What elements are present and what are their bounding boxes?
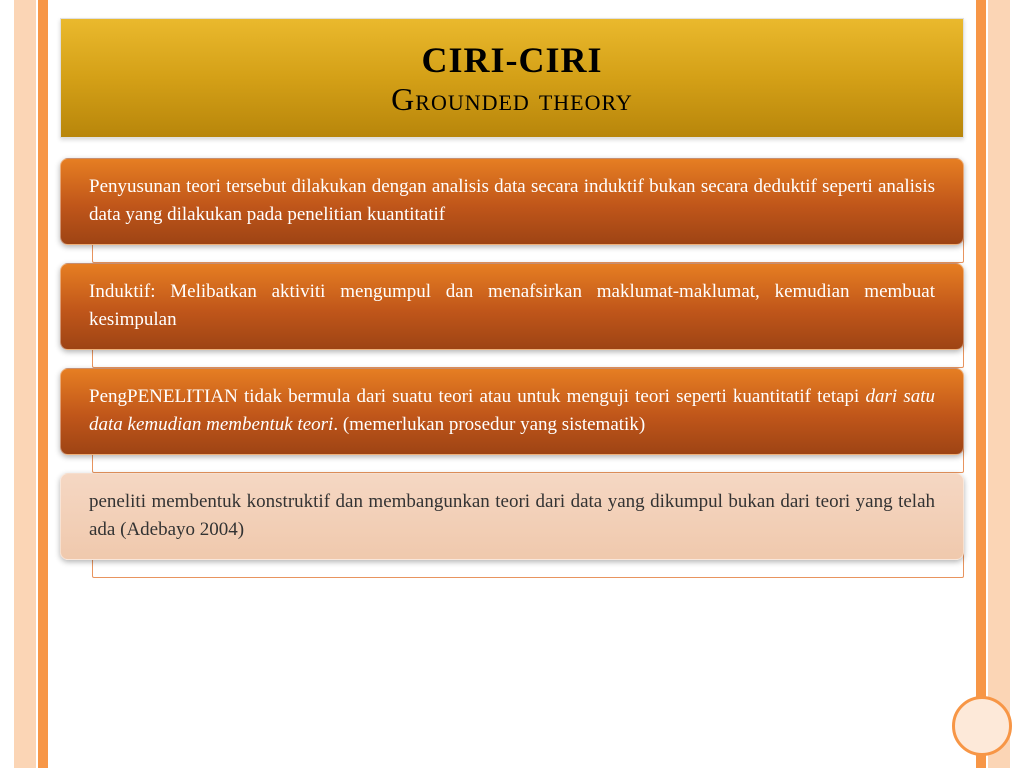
title-line1: CIRI-CIRI: [421, 39, 602, 81]
decorative-stripe-outer-left: [14, 0, 36, 768]
card-2: Induktif: Melibatkan aktiviti mengumpul …: [60, 263, 964, 350]
title-banner: CIRI-CIRI Grounded theory: [60, 18, 964, 138]
card-3: PengPENELITIAN tidak bermula dari suatu …: [60, 368, 964, 455]
decorative-stripe-inner-right: [976, 0, 986, 768]
decorative-stripe-inner-left: [38, 0, 48, 768]
card-wrap-3: PengPENELITIAN tidak bermula dari suatu …: [60, 368, 964, 455]
card-text: peneliti membentuk konstruktif dan memba…: [89, 491, 935, 540]
card-text: Induktif: Melibatkan aktiviti mengumpul …: [89, 281, 935, 330]
card-text: Penyusunan teori tersebut dilakukan deng…: [89, 176, 935, 225]
slide-content: CIRI-CIRI Grounded theory Penyusunan teo…: [60, 18, 964, 750]
card-text-prefix: PengPENELITIAN tidak bermula dari suatu …: [89, 386, 865, 407]
card-text-suffix: . (memerlukan prosedur yang sistematik): [333, 414, 645, 435]
card-1: Penyusunan teori tersebut dilakukan deng…: [60, 158, 964, 245]
card-4: peneliti membentuk konstruktif dan memba…: [60, 473, 964, 560]
card-wrap-1: Penyusunan teori tersebut dilakukan deng…: [60, 158, 964, 245]
decorative-circle-icon: [952, 696, 1012, 756]
title-line2: Grounded theory: [391, 81, 633, 118]
card-wrap-4: peneliti membentuk konstruktif dan memba…: [60, 473, 964, 560]
card-wrap-2: Induktif: Melibatkan aktiviti mengumpul …: [60, 263, 964, 350]
decorative-stripe-outer-right: [988, 0, 1010, 768]
